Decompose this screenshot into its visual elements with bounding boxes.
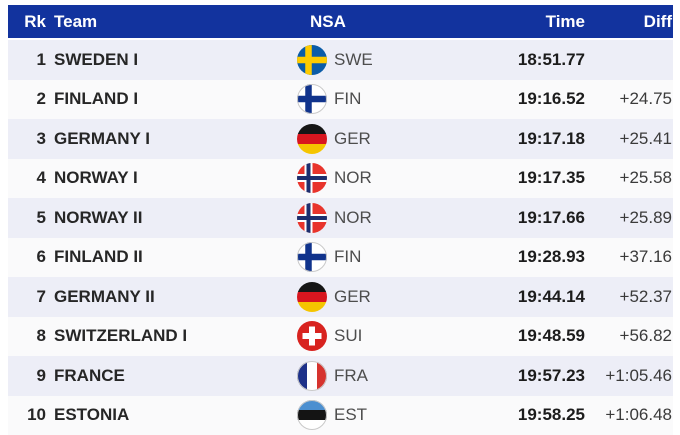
time-cell: 18:51.77 [517,49,585,69]
flag-est-icon [297,400,327,431]
table-row: 2 FINLAND I FIN 19:16.52 +24.75 [8,79,673,119]
diff-cell: +25.41 [619,128,672,148]
time-cell: 19:16.52 [517,89,585,109]
diff-cell: +37.16 [619,247,672,267]
time-cell: 19:17.35 [517,168,585,188]
diff-cell: +1:06.48 [605,405,672,425]
header-nsa: NSA [310,11,346,31]
rank-cell: 1 [36,49,46,69]
nsa-code: FIN [334,89,362,109]
rank-cell: 6 [36,247,46,267]
header-rank: Rk [24,11,46,31]
nsa-code: GER [334,128,371,148]
nsa-code: FRA [334,365,368,385]
team-name: FINLAND II [54,247,143,267]
table-row: 5 NORWAY II NOR 19:17.66 +25.89 [8,198,673,238]
nsa-code: SUI [334,326,363,346]
team-name: FRANCE [54,365,125,385]
nsa-cell: SWE [297,44,493,75]
nsa-cell: SUI [297,321,493,352]
nsa-cell: NOR [297,163,493,194]
team-name: NORWAY I [54,168,138,188]
team-name: NORWAY II [54,207,143,227]
header-team: Team [54,11,98,31]
rank-cell: 8 [36,326,46,346]
team-name: ESTONIA [54,405,130,425]
rank-cell: 7 [36,286,46,306]
flag-ger-icon [297,123,327,154]
results-table: Rk Team NSA Time Diff 1 SWEDEN I SWE 18:… [8,5,673,435]
rank-cell: 2 [36,89,46,109]
diff-cell: +25.89 [619,207,672,227]
diff-cell: +1:05.46 [605,365,672,385]
header-diff: Diff [643,11,672,31]
team-name: SWITZERLAND I [54,326,188,346]
nsa-cell: GER [297,123,493,154]
table-row: 1 SWEDEN I SWE 18:51.77 [8,40,673,80]
flag-nor-icon [297,202,327,233]
time-cell: 19:58.25 [517,405,585,425]
diff-cell: +25.58 [619,168,672,188]
nsa-cell: FIN [297,84,493,115]
nsa-code: FIN [334,247,362,267]
flag-fin-icon [297,242,327,273]
nsa-cell: FRA [297,360,493,391]
time-cell: 19:48.59 [517,326,585,346]
team-name: SWEDEN I [54,49,139,69]
team-name: FINLAND I [54,89,139,109]
table-row: 4 NORWAY I NOR 19:17.35 +25.58 [8,158,673,198]
rank-cell: 10 [27,405,46,425]
diff-cell: +56.82 [619,326,672,346]
time-cell: 19:17.66 [517,207,585,227]
nsa-code: SWE [334,49,373,69]
team-name: GERMANY I [54,128,151,148]
time-cell: 19:57.23 [517,365,585,385]
table-row: 10 ESTONIA EST 19:58.25 +1:06.48 [8,395,673,435]
flag-swe-icon [297,44,327,75]
nsa-code: EST [334,405,368,425]
flag-fin-icon [297,84,327,115]
table-row: 7 GERMANY II GER 19:44.14 +52.37 [8,277,673,317]
nsa-cell: NOR [297,202,493,233]
diff-cell: +24.75 [619,89,672,109]
table-body: 1 SWEDEN I SWE 18:51.77 2 FINLAND I FIN … [8,40,673,435]
team-name: GERMANY II [54,286,155,306]
nsa-cell: EST [297,400,493,431]
time-cell: 19:17.18 [517,128,585,148]
rank-cell: 4 [36,168,46,188]
flag-sui-icon [297,321,327,352]
nsa-cell: FIN [297,242,493,273]
nsa-code: GER [334,286,371,306]
time-cell: 19:44.14 [517,286,585,306]
table-row: 9 FRANCE FRA 19:57.23 +1:05.46 [8,356,673,396]
table-header-row: Rk Team NSA Time Diff [8,5,673,38]
flag-fra-icon [297,360,327,391]
rank-cell: 5 [36,207,46,227]
flag-nor-icon [297,163,327,194]
table-row: 6 FINLAND II FIN 19:28.93 +37.16 [8,237,673,277]
table-row: 3 GERMANY I GER 19:17.18 +25.41 [8,119,673,159]
header-time: Time [545,11,585,31]
diff-cell: +52.37 [619,286,672,306]
rank-cell: 3 [36,128,46,148]
nsa-cell: GER [297,281,493,312]
flag-ger-icon [297,281,327,312]
nsa-code: NOR [334,207,372,227]
rank-cell: 9 [36,365,46,385]
nsa-code: NOR [334,168,372,188]
table-row: 8 SWITZERLAND I SUI 19:48.59 +56.82 [8,316,673,356]
time-cell: 19:28.93 [517,247,585,267]
